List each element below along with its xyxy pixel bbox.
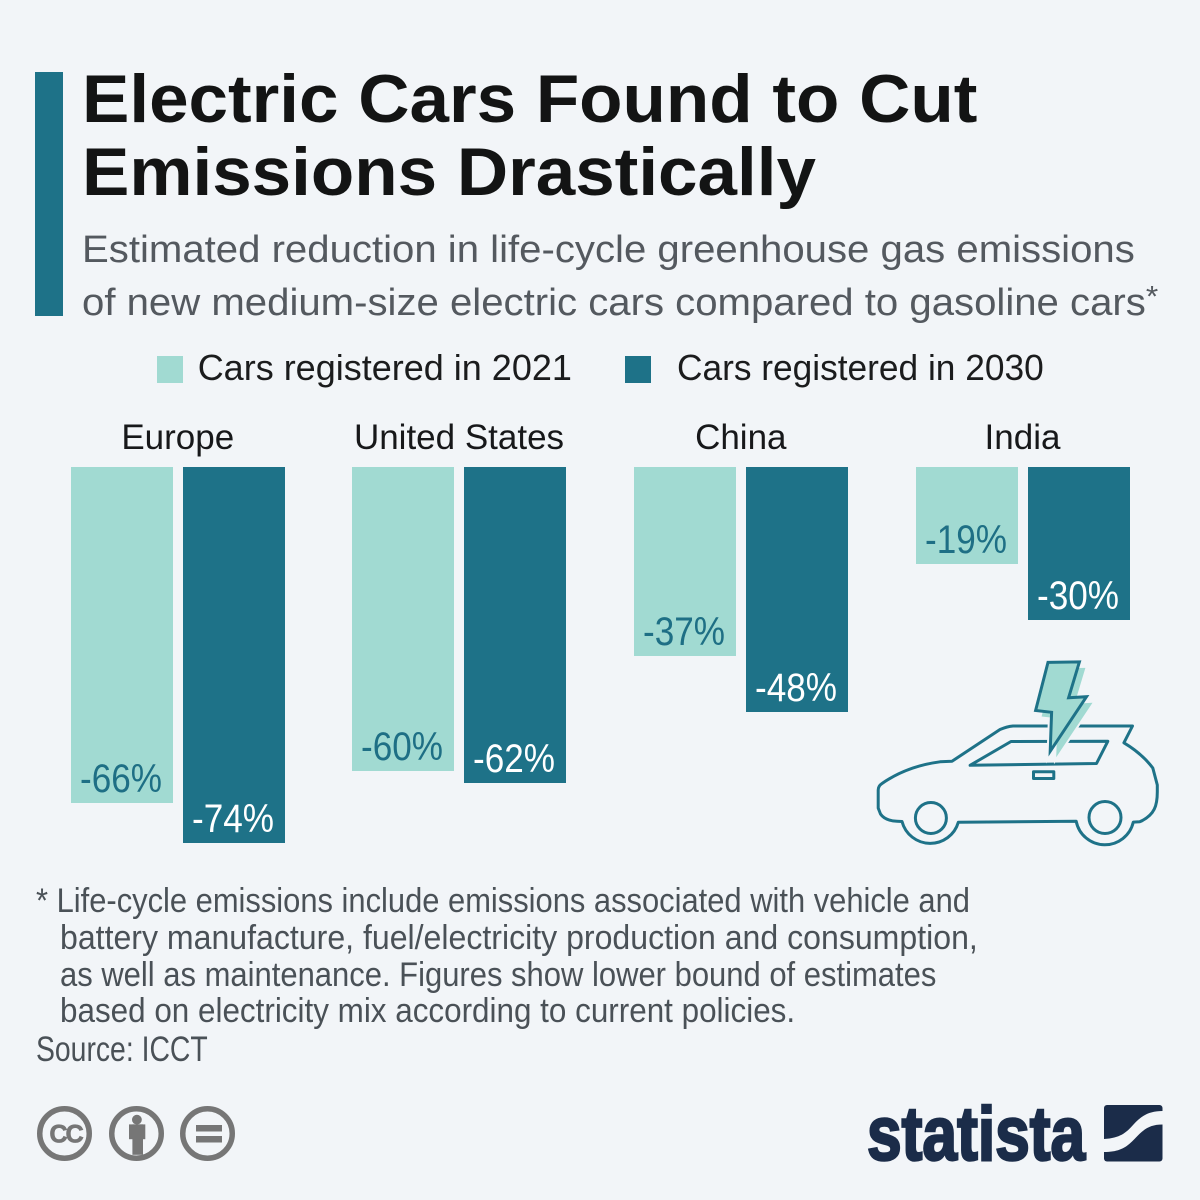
svg-text:CC: CC [50,1120,84,1148]
